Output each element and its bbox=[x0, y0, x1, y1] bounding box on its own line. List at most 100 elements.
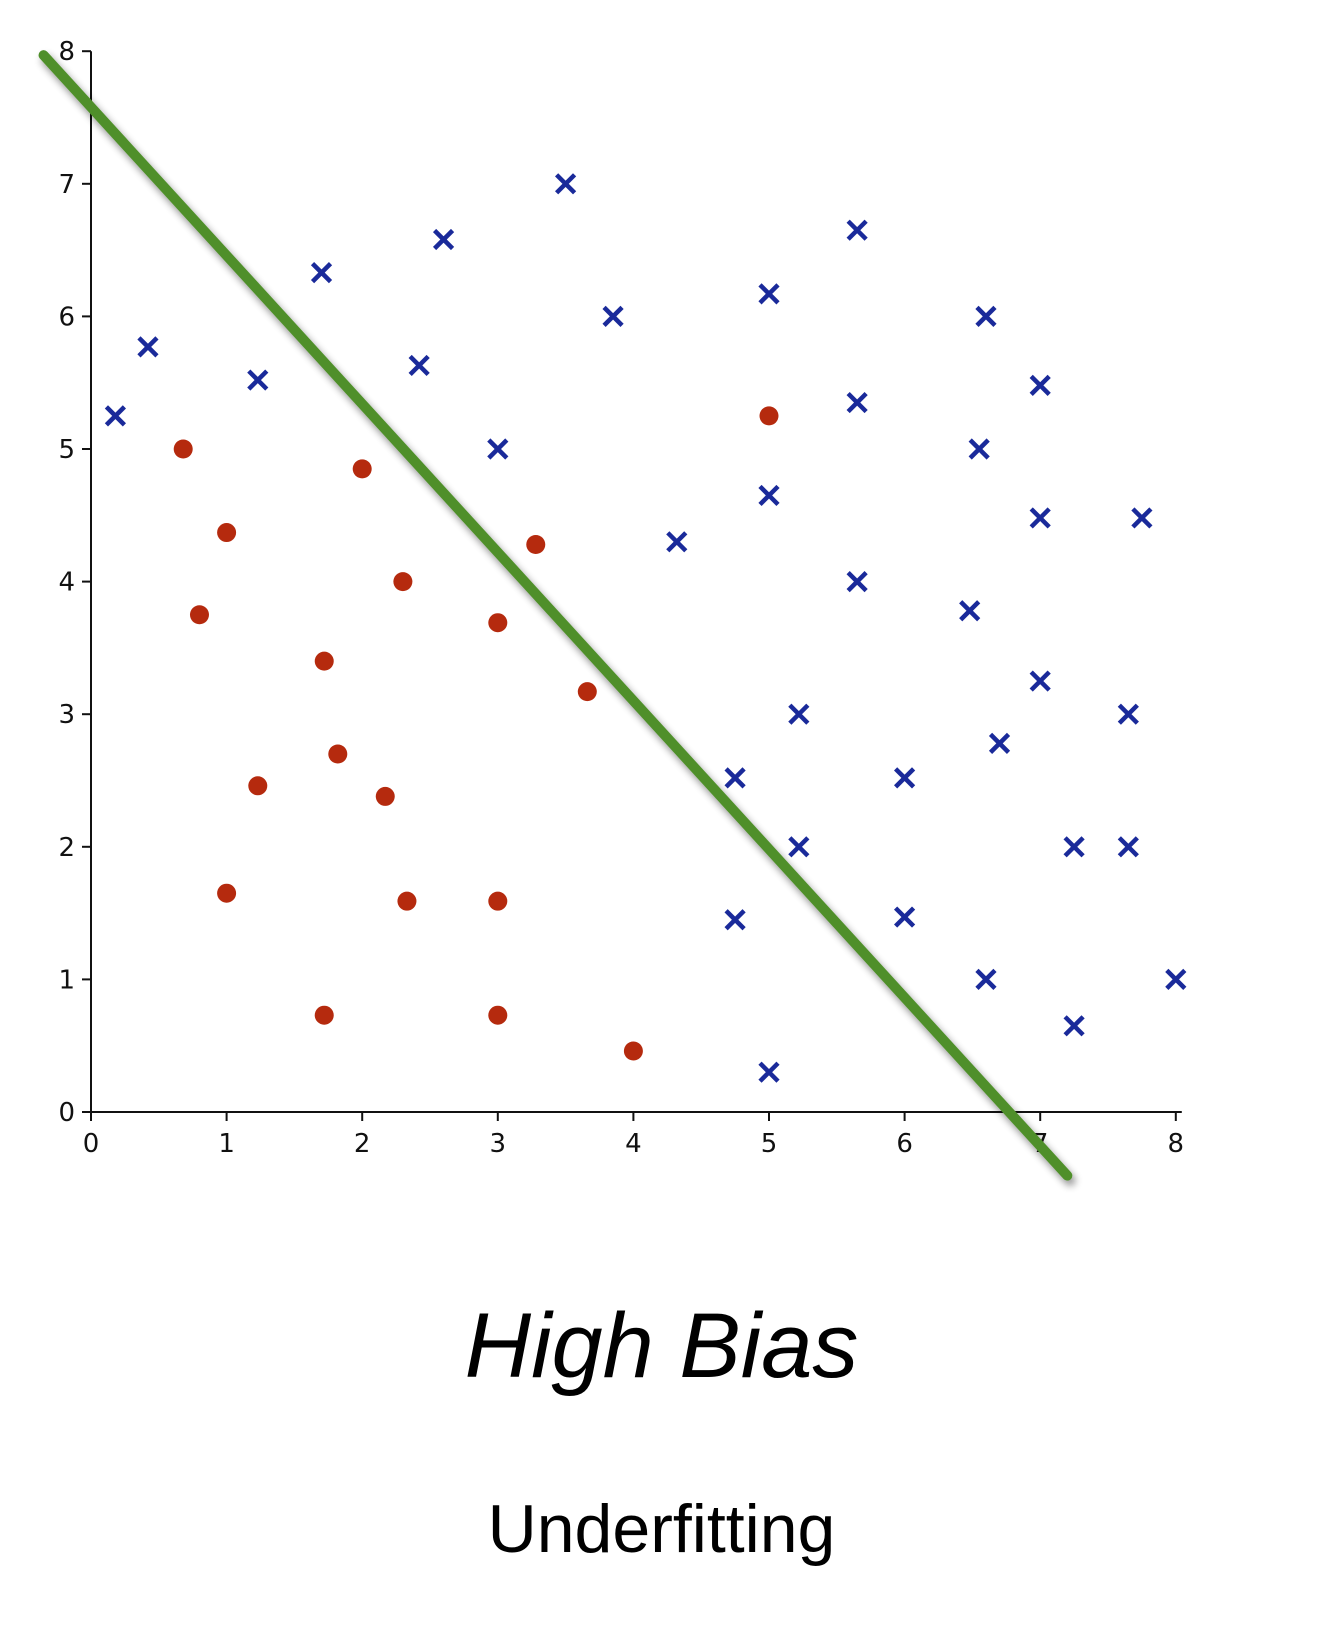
data-point-cross bbox=[758, 283, 780, 305]
cross-stroke bbox=[487, 438, 509, 460]
data-point-circle bbox=[488, 1005, 508, 1025]
y-tick-label: 3 bbox=[58, 700, 75, 730]
cross-stroke bbox=[555, 173, 577, 195]
cross-stroke bbox=[1029, 507, 1051, 529]
cross-stroke bbox=[846, 571, 868, 593]
cross-stroke bbox=[894, 767, 916, 789]
cross-stroke bbox=[1117, 836, 1139, 858]
cross-stroke bbox=[310, 262, 333, 284]
cross-stroke bbox=[846, 391, 868, 414]
data-point-cross bbox=[788, 836, 810, 858]
cross-stroke bbox=[788, 836, 810, 858]
data-point-circle bbox=[759, 406, 779, 426]
data-point-cross bbox=[666, 531, 688, 553]
data-point-cross bbox=[975, 305, 997, 327]
data-point-cross bbox=[487, 438, 509, 460]
data-point-cross bbox=[975, 968, 997, 990]
data-points bbox=[104, 173, 1187, 1083]
data-point-cross bbox=[602, 305, 624, 327]
cross-stroke bbox=[408, 354, 430, 377]
y-tick-label: 6 bbox=[58, 302, 75, 332]
cross-stroke bbox=[1063, 1015, 1085, 1037]
cross-stroke bbox=[666, 531, 688, 553]
data-point-cross bbox=[724, 767, 746, 789]
cross-stroke bbox=[104, 405, 126, 427]
data-point-cross bbox=[758, 1061, 780, 1083]
data-point-cross bbox=[724, 909, 746, 931]
cross-stroke bbox=[959, 600, 981, 622]
data-point-cross bbox=[1117, 836, 1139, 858]
data-point-circle bbox=[248, 776, 268, 796]
data-point-circle bbox=[375, 786, 395, 806]
data-point-cross bbox=[1029, 670, 1051, 692]
cross-stroke bbox=[724, 767, 746, 789]
data-point-circle bbox=[393, 572, 413, 592]
data-point-cross bbox=[1029, 507, 1051, 529]
data-point-cross bbox=[1063, 836, 1085, 858]
x-tick-label: 4 bbox=[625, 1129, 642, 1159]
y-tick-label: 5 bbox=[58, 435, 75, 465]
cross-stroke bbox=[975, 968, 997, 990]
x-tick-label: 6 bbox=[896, 1129, 913, 1159]
data-point-circle bbox=[526, 534, 546, 554]
data-point-cross bbox=[1117, 703, 1139, 725]
y-tick-label: 8 bbox=[58, 37, 75, 67]
cross-stroke bbox=[968, 438, 990, 460]
data-point-cross bbox=[1131, 507, 1153, 529]
data-point-cross bbox=[968, 438, 990, 460]
data-point-circle bbox=[328, 744, 348, 764]
cross-stroke bbox=[137, 336, 159, 358]
data-point-circle bbox=[623, 1041, 643, 1061]
data-point-cross bbox=[408, 354, 430, 377]
data-point-circle bbox=[189, 605, 209, 625]
data-point-cross bbox=[758, 484, 780, 507]
y-tick-label: 4 bbox=[58, 568, 75, 598]
y-tick-label: 2 bbox=[58, 833, 75, 863]
cross-stroke bbox=[1131, 507, 1153, 529]
decision-boundary-layer bbox=[38, 50, 1073, 1181]
cross-stroke bbox=[1063, 836, 1085, 858]
data-point-cross bbox=[137, 336, 159, 358]
x-tick-label: 0 bbox=[83, 1129, 100, 1159]
cross-stroke bbox=[1029, 670, 1051, 692]
x-tick-label: 3 bbox=[490, 1129, 507, 1159]
x-tick-label: 5 bbox=[761, 1129, 778, 1159]
data-point-cross bbox=[1165, 968, 1187, 990]
cross-stroke bbox=[724, 909, 746, 931]
cross-stroke bbox=[894, 906, 916, 928]
data-point-cross bbox=[988, 732, 1011, 754]
data-point-cross bbox=[894, 767, 916, 789]
data-point-circle bbox=[577, 682, 597, 702]
data-point-cross bbox=[104, 405, 126, 427]
cross-stroke bbox=[1117, 703, 1139, 725]
data-point-cross bbox=[846, 571, 868, 593]
data-point-circle bbox=[173, 439, 193, 459]
axes: 012345678012345678 bbox=[58, 37, 1184, 1159]
cross-stroke bbox=[247, 369, 269, 391]
data-point-cross bbox=[846, 219, 868, 241]
data-point-circle bbox=[217, 523, 237, 543]
data-point-circle bbox=[314, 1005, 334, 1025]
data-point-cross bbox=[846, 391, 868, 414]
data-point-circle bbox=[352, 459, 372, 479]
cross-stroke bbox=[1029, 374, 1051, 396]
data-point-circle bbox=[397, 891, 417, 911]
x-tick-label: 8 bbox=[1168, 1129, 1185, 1159]
data-point-cross bbox=[1029, 374, 1051, 396]
x-tick-label: 1 bbox=[218, 1129, 235, 1159]
cross-stroke bbox=[602, 305, 624, 327]
cross-stroke bbox=[788, 703, 810, 725]
cross-stroke bbox=[758, 1061, 780, 1083]
cross-stroke bbox=[758, 283, 780, 305]
data-point-cross bbox=[959, 600, 981, 622]
data-point-cross bbox=[1063, 1015, 1085, 1037]
decision-boundary-line bbox=[38, 50, 1073, 1181]
cross-stroke bbox=[988, 732, 1011, 754]
cross-stroke bbox=[846, 219, 868, 241]
y-tick-label: 7 bbox=[58, 170, 75, 200]
chart-caption-subtitle: Underfitting bbox=[487, 1491, 836, 1567]
cross-stroke bbox=[975, 305, 997, 327]
data-point-cross bbox=[894, 906, 916, 928]
data-point-cross bbox=[555, 173, 577, 195]
cross-stroke bbox=[432, 228, 455, 251]
